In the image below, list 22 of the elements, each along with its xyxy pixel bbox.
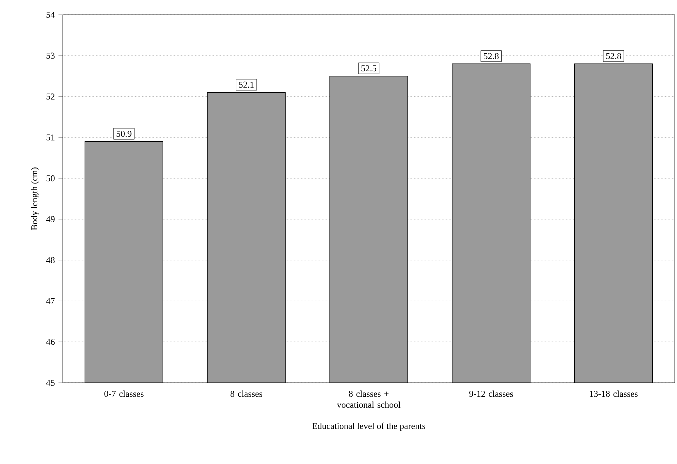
data-label: 52.8 bbox=[606, 53, 622, 60]
y-tick-label: 47 bbox=[46, 298, 55, 304]
x-tick-label: 0-7 classes bbox=[104, 390, 144, 398]
x-tick-label: 9-12 classes bbox=[470, 390, 514, 398]
x-tick-label: 13-18 classes bbox=[590, 390, 638, 398]
data-label: 50.9 bbox=[116, 130, 132, 138]
y-tick-label: 51 bbox=[46, 134, 55, 141]
x-axis-title: Educational level of the parents bbox=[312, 422, 426, 432]
data-label: 52.5 bbox=[362, 66, 377, 72]
data-label: 52.8 bbox=[484, 53, 499, 60]
x-tick-label: 8 classes + vocational school bbox=[337, 390, 401, 408]
y-tick-label: 48 bbox=[46, 257, 55, 264]
y-axis-title: Body length (cm) bbox=[31, 168, 40, 230]
y-tick-label: 45 bbox=[46, 380, 55, 386]
data-label: 52.1 bbox=[239, 82, 254, 88]
y-tick-label: 46 bbox=[46, 339, 55, 346]
y-tick-label: 53 bbox=[46, 52, 55, 59]
y-tick-label: 52 bbox=[46, 94, 55, 100]
y-tick-label: 49 bbox=[46, 216, 55, 222]
y-tick-label: 50 bbox=[46, 176, 55, 182]
x-tick-label: 8 classes bbox=[230, 390, 262, 398]
y-tick-label: 54 bbox=[46, 12, 56, 18]
